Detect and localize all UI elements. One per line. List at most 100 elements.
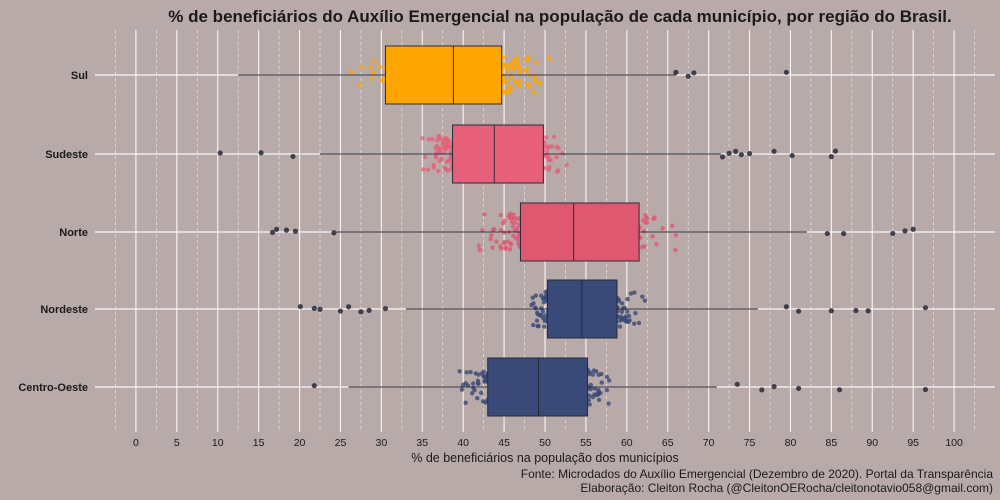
data-point: [641, 228, 647, 234]
data-point: [618, 318, 623, 323]
data-point: [596, 390, 601, 396]
outlier-point: [824, 230, 830, 237]
outlier-point: [337, 308, 344, 314]
x-axis-title: % de beneficiários na população dos muni…: [411, 451, 679, 465]
outlier-point: [358, 309, 364, 315]
outlier-point: [796, 385, 802, 391]
x-tick-labels: 0 5 10 15 20 25 30 35 40 45 50 55 60 65 70 75 80 85 90 95 10…: [133, 437, 963, 449]
data-point: [644, 216, 650, 221]
data-point: [518, 70, 523, 75]
data-point: [507, 84, 513, 89]
outlier-point: [726, 150, 732, 156]
outlier-point: [317, 306, 323, 312]
data-point: [632, 290, 637, 295]
box: [384, 45, 503, 105]
data-point: [599, 380, 604, 385]
box: [452, 124, 544, 184]
data-point: [502, 89, 507, 95]
data-point: [488, 236, 493, 242]
data-point: [516, 64, 521, 69]
data-point: [530, 295, 535, 300]
data-point: [505, 68, 511, 73]
data-point: [476, 243, 482, 248]
data-point: [507, 247, 513, 252]
data-point: [606, 401, 611, 406]
x-tick-label: 15: [253, 437, 265, 449]
outlier-point: [311, 383, 317, 389]
outlier-point: [783, 304, 789, 310]
data-point: [587, 402, 592, 407]
data-point: [596, 372, 601, 378]
data-point: [604, 388, 610, 393]
outlier-point: [828, 154, 834, 160]
data-point: [625, 296, 630, 302]
data-point: [422, 154, 428, 160]
x-tick-label: 75: [744, 437, 756, 449]
data-point: [426, 137, 432, 142]
x-tick-label: 30: [376, 437, 388, 449]
data-point: [436, 133, 442, 139]
outlier-point: [366, 307, 372, 313]
data-point: [430, 136, 435, 142]
data-point: [444, 159, 450, 165]
data-point: [543, 289, 548, 295]
data-point: [534, 318, 540, 323]
data-point: [536, 323, 541, 329]
data-point: [527, 84, 532, 90]
outlier-point: [796, 308, 802, 314]
data-point: [526, 56, 531, 62]
x-tick-label: 20: [294, 437, 306, 449]
data-point: [368, 65, 373, 70]
data-point: [533, 293, 539, 298]
data-point: [534, 60, 539, 65]
data-point: [642, 298, 648, 303]
outlier-point: [283, 227, 290, 233]
x-tick-label: 10: [212, 437, 224, 449]
data-point: [434, 143, 440, 149]
data-point: [633, 310, 638, 316]
data-point: [460, 382, 466, 388]
data-point: [587, 393, 592, 399]
x-tick-label: 45: [498, 437, 510, 449]
data-point: [420, 136, 425, 141]
x-tick-label: 90: [866, 437, 878, 449]
data-point: [358, 82, 363, 87]
data-point: [370, 70, 376, 76]
category-labels: Sul Sudeste Norte Nordeste Centro-Oeste: [18, 70, 88, 394]
outlier-point: [759, 387, 765, 393]
x-tick-label: 70: [703, 437, 715, 449]
data-point: [483, 400, 488, 405]
data-point: [644, 220, 650, 225]
data-point: [632, 321, 637, 326]
data-point: [546, 56, 552, 61]
data-point: [660, 226, 665, 231]
data-point: [619, 309, 624, 315]
data-point: [478, 390, 484, 396]
data-point: [482, 212, 487, 217]
data-point: [502, 239, 507, 245]
outlier-point: [902, 228, 908, 234]
outlier-point: [890, 230, 896, 237]
x-tick-label: 50: [539, 437, 551, 449]
data-point: [625, 309, 630, 314]
outlier-point: [258, 150, 264, 156]
data-point: [534, 310, 540, 315]
data-point: [538, 80, 543, 86]
outlier-point: [733, 148, 739, 154]
data-point: [531, 301, 536, 306]
data-point: [443, 167, 449, 172]
data-point: [555, 168, 561, 173]
category-label: Centro-Oeste: [18, 382, 88, 394]
data-point: [604, 374, 610, 380]
category-label: Norte: [59, 227, 88, 239]
data-point: [476, 381, 481, 386]
x-tick-label: 65: [662, 437, 674, 449]
outlier-point: [311, 305, 317, 311]
data-point: [501, 55, 506, 60]
data-point: [591, 368, 597, 373]
outlier-point: [836, 387, 843, 393]
data-point: [370, 76, 375, 81]
data-point: [541, 300, 546, 305]
